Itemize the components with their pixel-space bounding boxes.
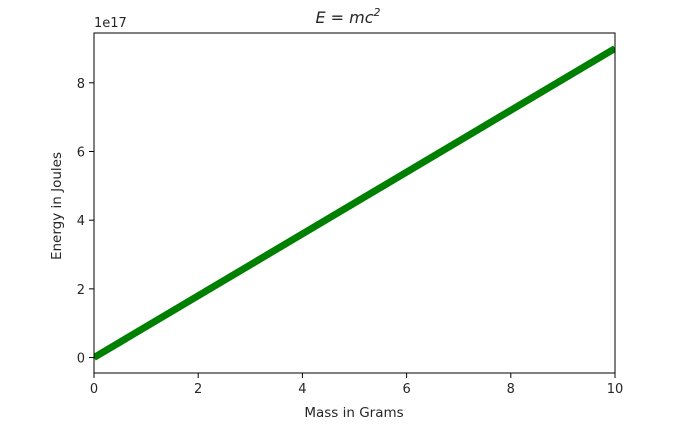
y-tick-label: 4 — [77, 214, 85, 229]
x-tick-label: 0 — [90, 382, 98, 397]
x-tick-label: 8 — [507, 382, 515, 397]
chart-title: E = mc2 — [315, 6, 380, 27]
y-tick-label: 6 — [77, 145, 85, 160]
y-offset-label: 1e17 — [94, 16, 127, 31]
series-line-0 — [94, 45, 615, 361]
y-axis-label: Energy in Joules — [49, 152, 65, 260]
plot-frame — [93, 32, 616, 374]
y-tick-label: 8 — [77, 77, 85, 92]
y-tick-label: 2 — [77, 283, 85, 298]
plot-area: 0 2 4 6 8 10 0 2 4 6 8 — [77, 32, 624, 397]
x-tick-label: 2 — [194, 382, 202, 397]
x-axis-label: Mass in Grams — [304, 405, 403, 421]
x-tick-label: 4 — [298, 382, 306, 397]
x-tick-label: 10 — [607, 382, 624, 397]
x-tick-label: 6 — [402, 382, 410, 397]
y-tick-label: 0 — [77, 352, 85, 367]
